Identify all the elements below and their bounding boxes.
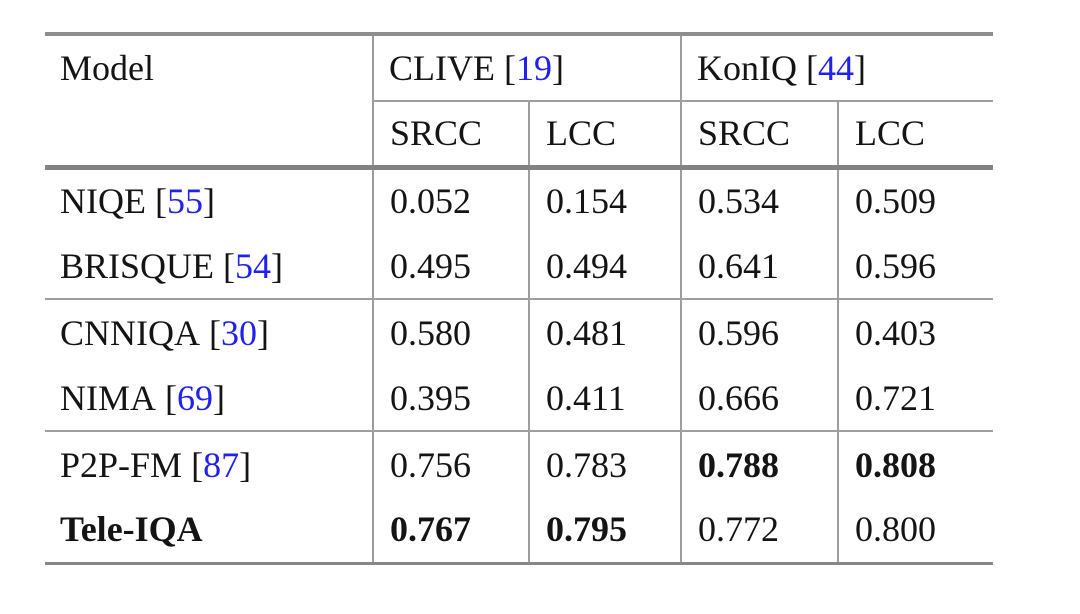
cell-model: BRISQUE [54]: [45, 233, 374, 299]
col-header-koniq: KonIQ [44]: [681, 34, 994, 102]
col-header-model: Model: [45, 34, 374, 170]
model-name: BRISQUE: [60, 245, 215, 286]
table-row-cnniqa: CNNIQA [30] 0.580 0.481 0.596 0.403: [45, 298, 994, 365]
bracket-open: [: [154, 181, 167, 222]
koniq-citation: [44]: [806, 48, 866, 88]
cell-koniq-lcc: 0.509: [855, 181, 937, 222]
cell-koniq-srcc: 0.641: [681, 233, 840, 299]
clive-citation: [19]: [504, 48, 564, 88]
table-row-p2pfm: P2P-FM [87] 0.756 0.783 0.788 0.808: [45, 430, 994, 497]
cell-koniq-srcc: 0.788: [681, 430, 840, 497]
clive-dataset-label: CLIVE: [389, 48, 495, 88]
citation-link[interactable]: 55: [166, 181, 203, 222]
col-header-koniq-srcc: SRCC: [681, 101, 840, 170]
col-header-clive-lcc: LCC: [529, 101, 683, 170]
bracket-open: [: [503, 48, 516, 88]
cell-model: P2P-FM [87]: [45, 430, 374, 497]
citation-link[interactable]: 69: [177, 377, 213, 418]
model-citation: [55]: [155, 181, 215, 221]
model-header-label: Model: [60, 48, 154, 88]
cell-koniq-lcc: 0.596: [855, 245, 937, 286]
col-header-clive-srcc: SRCC: [373, 101, 530, 170]
model-name: NIMA: [60, 377, 156, 418]
results-table: Model CLIVE [19] KonIQ [44] SRCC LCC SRCC …: [45, 32, 994, 565]
model-name: P2P-FM: [60, 444, 183, 485]
cell-clive-lcc: 0.494: [529, 233, 683, 299]
model-citation: [54]: [223, 246, 283, 286]
cell-clive-srcc: 0.580: [373, 298, 530, 365]
bracket-open: [: [223, 245, 236, 286]
col-header-koniq-lcc: LCC: [838, 101, 994, 170]
bracket-open: [: [806, 48, 818, 88]
bracket-open: [: [209, 312, 221, 353]
bracket-close: ]: [551, 48, 564, 88]
bracket-close: ]: [271, 245, 284, 286]
citation-link[interactable]: 30: [221, 312, 257, 353]
bracket-close: ]: [213, 377, 225, 418]
cell-clive-srcc: 0.756: [373, 430, 530, 497]
cell-clive-lcc: 0.481: [529, 298, 683, 365]
citation-link[interactable]: 19: [515, 48, 552, 88]
model-citation: [87]: [191, 445, 251, 485]
model-citation: [69]: [165, 378, 225, 418]
citation-link[interactable]: 44: [818, 48, 854, 88]
cell-koniq-srcc: 0.666: [681, 365, 840, 431]
cell-model: CNNIQA [30]: [45, 298, 374, 365]
cell-clive-srcc: 0.395: [373, 365, 530, 431]
cell-koniq-lcc: 0.403: [838, 298, 994, 365]
model-citation: [30]: [209, 313, 269, 353]
bracket-close: ]: [239, 444, 252, 485]
bracket-close: ]: [854, 48, 866, 88]
bracket-open: [: [165, 377, 177, 418]
cell-clive-lcc: 0.795: [529, 497, 683, 563]
model-name: NIQE: [60, 181, 146, 222]
col-header-clive: CLIVE [19]: [373, 34, 683, 102]
cell-clive-lcc: 0.411: [529, 365, 683, 431]
cell-koniq-srcc: 0.772: [681, 497, 840, 563]
header-row-metrics: SRCC LCC SRCC LCC: [45, 101, 994, 170]
table-row-nima: NIMA [69] 0.395 0.411 0.666 0.721: [45, 365, 993, 431]
bracket-close: ]: [202, 181, 215, 222]
cell-model: Tele-IQA: [45, 497, 374, 563]
bracket-close: ]: [257, 312, 269, 353]
koniq-dataset-label: KonIQ: [697, 48, 797, 88]
cell-clive-lcc: 0.154: [529, 167, 683, 233]
table-row-teleiqa: Tele-IQA 0.767 0.795 0.772 0.800: [45, 497, 993, 563]
cell-clive-lcc: 0.783: [529, 430, 683, 497]
header-row-groups: Model CLIVE [19] KonIQ [44]: [45, 34, 994, 170]
table-row-brisque: BRISQUE [54] 0.495 0.494 0.641 0.596: [45, 233, 993, 299]
cell-clive-srcc: 0.052: [373, 167, 530, 233]
cell-koniq-lcc: 0.800: [855, 509, 937, 550]
cell-clive-srcc: 0.767: [373, 497, 530, 563]
cell-clive-srcc: 0.495: [373, 233, 530, 299]
cell-model: NIMA [69]: [45, 365, 374, 431]
model-name: Tele-IQA: [60, 509, 203, 550]
citation-link[interactable]: 54: [235, 245, 272, 286]
bracket-open: [: [191, 444, 204, 485]
table-row-niqe: NIQE [55] 0.052 0.154 0.534 0.509: [45, 167, 993, 233]
model-name: CNNIQA: [60, 312, 200, 353]
cell-model: NIQE [55]: [45, 167, 374, 233]
citation-link[interactable]: 87: [203, 444, 240, 485]
cell-koniq-lcc: 0.808: [838, 430, 994, 497]
cell-koniq-srcc: 0.596: [681, 298, 840, 365]
cell-koniq-lcc: 0.721: [855, 377, 937, 418]
cell-koniq-srcc: 0.534: [681, 167, 840, 233]
